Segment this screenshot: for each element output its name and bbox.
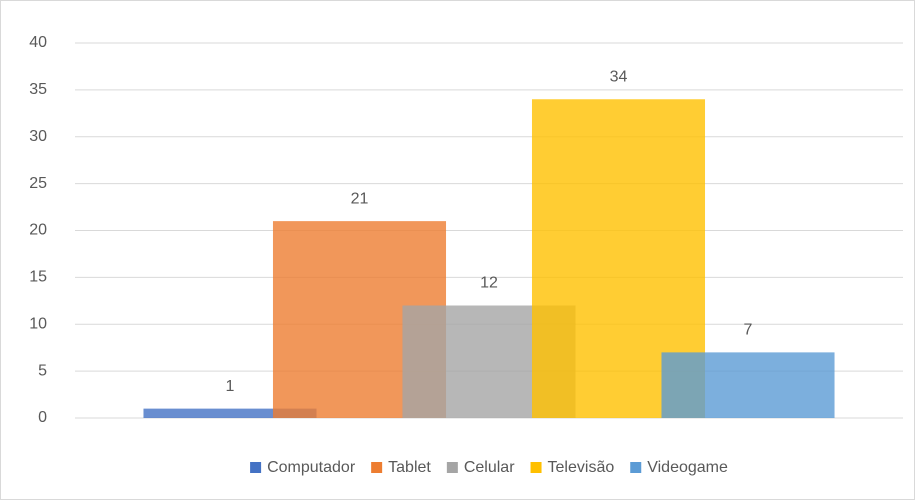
legend-swatch bbox=[371, 462, 383, 473]
data-label: 7 bbox=[744, 322, 753, 339]
legend-label: Videogame bbox=[647, 459, 728, 476]
legend-swatch bbox=[630, 462, 642, 473]
data-label: 1 bbox=[226, 378, 235, 395]
data-label: 12 bbox=[480, 275, 498, 292]
y-tick-label: 25 bbox=[29, 175, 47, 192]
legend-label: Televisão bbox=[548, 459, 615, 476]
y-tick-label: 20 bbox=[29, 222, 47, 239]
y-tick-label: 30 bbox=[29, 128, 47, 145]
legend-label: Tablet bbox=[388, 459, 431, 476]
legend-swatch bbox=[446, 462, 458, 473]
y-tick-label: 35 bbox=[29, 81, 47, 98]
bar bbox=[661, 352, 835, 418]
y-tick-label: 10 bbox=[29, 315, 47, 332]
data-label: 21 bbox=[351, 190, 369, 207]
bar bbox=[143, 408, 317, 418]
y-tick-label: 15 bbox=[29, 269, 47, 286]
y-tick-label: 0 bbox=[38, 409, 47, 426]
legend-swatch bbox=[530, 462, 542, 473]
y-tick-label: 5 bbox=[38, 362, 47, 379]
legend-label: Celular bbox=[464, 459, 515, 476]
legend-label: Computador bbox=[267, 459, 356, 476]
legend-swatch bbox=[250, 462, 262, 473]
data-label: 34 bbox=[610, 68, 628, 85]
y-tick-label: 40 bbox=[29, 34, 47, 51]
